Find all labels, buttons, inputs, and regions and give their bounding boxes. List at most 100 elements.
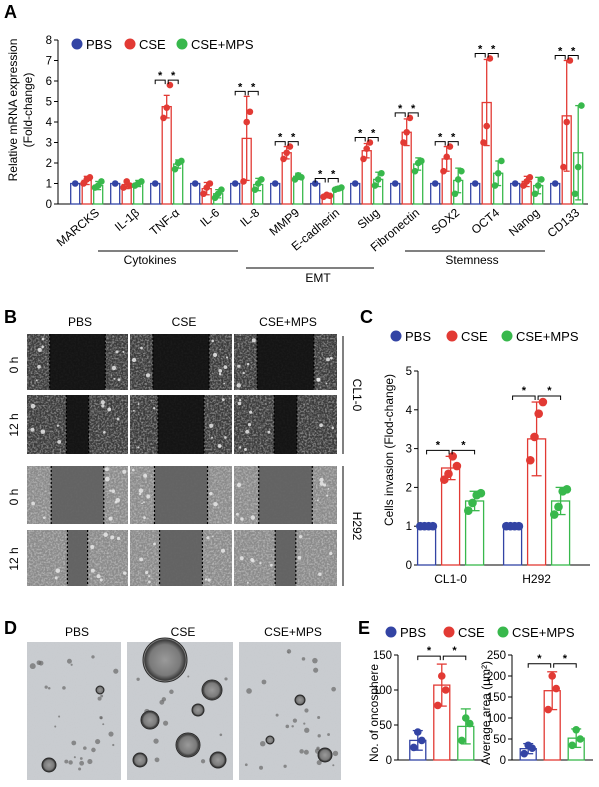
cell-cluster (299, 749, 304, 754)
chart-c-point-1-1 (538, 397, 548, 407)
cell-cluster (154, 757, 160, 763)
legend-a-cse-label: CSE (139, 37, 166, 52)
cell-highlight (100, 400, 105, 405)
chart-a-ytick-label: 5 (46, 97, 52, 109)
chart-a-point-0-12 (551, 180, 559, 187)
chart-e1-point-0-0 (417, 736, 426, 745)
cell-highlight (143, 516, 146, 520)
cell-highlight (327, 487, 330, 490)
cell-cluster (317, 715, 321, 720)
panel-d-col-pbs: PBS (65, 625, 89, 639)
cell-cluster (38, 660, 44, 666)
chart-a-point-0-4 (231, 180, 239, 187)
cell-cluster (291, 725, 294, 728)
chart-a-point-2-11 (538, 176, 545, 183)
legend-c-pbs-label: PBS (405, 329, 431, 344)
cell-highlight (251, 338, 256, 343)
cell-cluster (287, 651, 290, 654)
cell-highlight (103, 532, 108, 537)
cell-cluster (261, 679, 267, 685)
chart-a-point-2-10 (491, 182, 499, 189)
chart-a-cat-label-0: MARCKS (54, 206, 102, 250)
wound-gap (67, 530, 88, 586)
chart-a-point-2-7 (378, 169, 385, 177)
cell-highlight (131, 357, 137, 363)
chart-c-sig-star: * (436, 439, 441, 451)
cell-cluster (169, 689, 174, 695)
chart-e1: 0 50 100 150 * * (373, 645, 484, 767)
chart-a-point-2-10 (498, 157, 505, 165)
cell-cluster (286, 649, 292, 654)
panel-b-col-csemps: CSE+MPS (259, 315, 317, 329)
chart-e1-point-2-0 (461, 714, 470, 722)
cell-cluster (313, 667, 319, 673)
cell-highlight (145, 571, 149, 575)
legend-a: PBS CSE CSE+MPS (71, 37, 254, 52)
cell-highlight (211, 436, 214, 439)
chart-a-point-2-9 (454, 176, 462, 183)
cell-cluster (244, 763, 248, 767)
chart-a-point-0-9 (431, 180, 439, 187)
chart-a-sig-star: * (318, 169, 323, 181)
chart-c-point-2-0 (476, 488, 486, 498)
cell-cluster (275, 713, 279, 717)
panel-b-col-pbs: PBS (68, 315, 92, 329)
panel-b-row-0h-a: 0 h (7, 357, 21, 374)
cell-cluster (102, 723, 105, 726)
oncosphere (175, 732, 201, 758)
chart-c-point-1-0 (444, 469, 453, 479)
chart-e2-ytick-label: 250 (487, 650, 506, 662)
cell-highlight (217, 443, 222, 448)
oncosphere (95, 685, 105, 695)
chart-a-point-2-12 (578, 102, 585, 109)
cell-highlight (148, 580, 151, 584)
cell-highlight (209, 491, 213, 496)
cell-highlight (41, 345, 45, 349)
cell-highlight (109, 489, 112, 492)
chart-c-ytick-label: 1 (406, 521, 412, 533)
chart-a-point-1-6 (326, 192, 334, 200)
chart-a-point-1-12 (563, 118, 570, 126)
chart-e1-point-0-0 (413, 728, 422, 736)
chart-a-point-1-1 (120, 184, 127, 191)
cell-highlight (223, 382, 226, 385)
cell-highlight (316, 377, 321, 382)
chart-a-sig-star: * (158, 70, 163, 82)
chart-a-point-2-4 (258, 176, 265, 183)
chart-a-point-1-4 (246, 108, 254, 116)
chart-a-point-0-10 (471, 180, 479, 187)
cell-cluster (73, 756, 76, 759)
chart-a-ytick-label: 0 (46, 199, 52, 211)
chart-a-point-2-7 (371, 182, 379, 189)
wound-gap (274, 395, 297, 454)
cell-highlight (143, 473, 148, 478)
cell-highlight (122, 350, 125, 353)
wound-gap (51, 466, 104, 524)
cell-highlight (137, 446, 140, 449)
chart-a-point-1-2 (160, 114, 167, 122)
oncosphere (132, 752, 148, 768)
panel-d-col-csemps: CSE+MPS (264, 625, 322, 639)
chart-a-sig-bracket (154, 79, 166, 85)
group-label-emt: EMT (305, 271, 331, 285)
panel-d-micrographs: PBS CSE CSE+MPS (27, 625, 341, 780)
chart-a-point-1-5 (280, 155, 287, 163)
legend-a-csemps-dot (176, 38, 188, 50)
cell-cluster (332, 750, 339, 757)
chart-a-point-2-0 (98, 178, 105, 185)
wound-gap (49, 334, 106, 390)
chart-a-point-1-7 (360, 155, 367, 163)
cell-cluster (78, 767, 82, 771)
cell-highlight (316, 499, 319, 502)
chart-a-point-1-7 (363, 145, 371, 152)
legend-c-csemps-label: CSE+MPS (516, 329, 579, 344)
wound-gap (258, 466, 313, 524)
panel-letter-b: B (4, 307, 17, 327)
chart-c: 0 1 2 3 4 5 * * CL1-0 * * H292 (406, 366, 590, 586)
chart-a-ytick-label: 6 (46, 76, 52, 88)
cell-highlight (96, 574, 101, 579)
cell-highlight (221, 398, 225, 402)
chart-a-sig-star: * (371, 128, 376, 140)
cell-cluster (108, 731, 114, 737)
